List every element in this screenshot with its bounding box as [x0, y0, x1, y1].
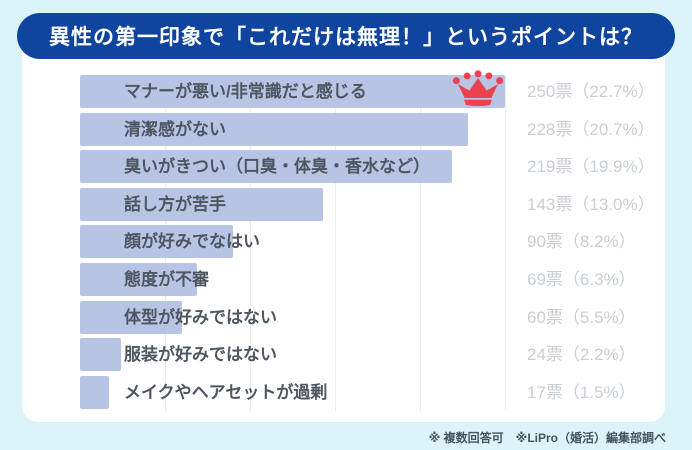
bar — [80, 300, 182, 334]
vote-count-label: 60票（5.5%） — [527, 307, 636, 327]
bar-label: 体型が好みではない — [124, 307, 277, 327]
vote-count-label: 143票（13.0%） — [527, 194, 655, 214]
bar-label: 顔が好みでなはい — [124, 232, 260, 252]
source-note: ※ 複数回答可 ※LiPro（婚活）編集部調べ — [428, 431, 666, 445]
bar-label: 態度が不審 — [124, 270, 209, 289]
bar — [80, 75, 505, 108]
vote-count-label: 228票（20.7%） — [527, 119, 655, 139]
gridline — [335, 75, 336, 411]
gridline — [505, 75, 506, 411]
chart-row: 顔が好みでなはい 90票（8.2%） — [80, 225, 636, 259]
gridline — [250, 75, 251, 411]
bar — [80, 225, 233, 259]
chart-row: 話し方が苦手 143票（13.0%） — [80, 187, 655, 221]
chart-row: 服装が好みではない 24票（2.2%） — [80, 338, 636, 372]
bar-chart: マナーが悪い/非常識だと感じる 250票（22.7%） 清潔感がない 228票（20.… — [80, 70, 655, 415]
chart-row: 態度が不審 69票（6.3%） — [80, 263, 636, 296]
crown-icon — [452, 70, 504, 107]
chart-row: 体型が好みではない 60票（5.5%） — [80, 300, 636, 334]
vote-count-label: 24票（2.2%） — [527, 345, 636, 365]
bar — [80, 187, 324, 221]
bar — [80, 338, 121, 372]
gridline — [420, 75, 421, 411]
bar-label: マナーが悪い/非常識だと感じる — [124, 82, 367, 101]
bar — [80, 375, 109, 409]
bar-label: メイクやヘアセットが過剰 — [124, 382, 328, 402]
vote-count-label: 250票（22.7%） — [527, 82, 655, 101]
bar — [80, 263, 198, 296]
bar-label: 清潔感がない — [124, 119, 226, 139]
chart-row: 臭いがきつい（口臭・体臭・香水など） 219票（19.9%） — [80, 150, 655, 184]
vote-count-label: 17票（1.5%） — [527, 382, 636, 402]
bar — [80, 150, 453, 184]
chart-row: 清潔感がない 228票（20.7%） — [80, 112, 655, 146]
vote-count-label: 69票（6.3%） — [527, 270, 636, 289]
bar-label: 臭いがきつい（口臭・体臭・香水など） — [124, 157, 430, 177]
chart-row: マナーが悪い/非常識だと感じる 250票（22.7%） — [80, 70, 655, 108]
bar-label: 話し方が苦手 — [124, 194, 226, 214]
bar — [80, 112, 468, 146]
chart-row: メイクやヘアセットが過剰 17票（1.5%） — [80, 375, 636, 409]
page-title: 異性の第一印象で「これだけは無理！」というポイントは？ — [49, 26, 643, 49]
bar-label: 服装が好みではない — [124, 345, 277, 365]
vote-count-label: 219票（19.9%） — [527, 157, 655, 177]
title-banner: 異性の第一印象で「これだけは無理！」というポイントは？ — [17, 13, 675, 59]
vote-count-label: 90票（8.2%） — [527, 232, 636, 252]
